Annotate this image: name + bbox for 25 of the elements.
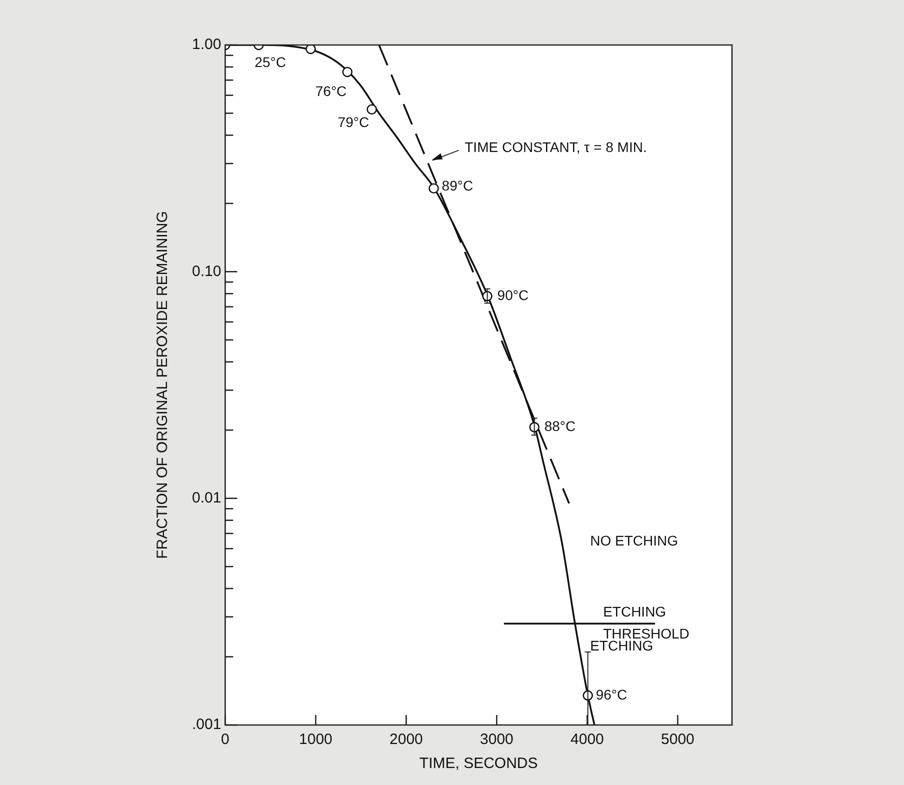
- annotation: 96°C: [596, 686, 628, 702]
- annotation: 76°C: [315, 82, 347, 99]
- x-tick-label: 3000: [480, 731, 514, 748]
- annotation: 79°C: [338, 114, 370, 130]
- y-tick-label: .001: [192, 716, 222, 734]
- x-tick-label: 0: [221, 731, 230, 748]
- x-tick-label: 2000: [390, 731, 423, 748]
- annotation: 89°C: [442, 177, 474, 194]
- annotation: 88°C: [544, 418, 576, 434]
- annotation: TIME CONSTANT, τ = 8 MIN.: [464, 139, 647, 156]
- x-tick-label: 4000: [570, 731, 604, 748]
- y-tick-label: 0.10: [192, 262, 222, 280]
- point: [428, 183, 439, 194]
- x-tick-label: 5000: [661, 731, 694, 748]
- y-tick-label: 0.01: [192, 489, 222, 506]
- point: [366, 104, 377, 115]
- y-axis-title: FRACTION OF ORIGINAL PEROXIDE REMAINING: [154, 211, 172, 559]
- annotation: NO ETCHING: [590, 532, 678, 548]
- y-tick-label: 1.00: [192, 36, 222, 54]
- point: [306, 45, 316, 54]
- x-axis-title: TIME, SECONDS: [419, 755, 538, 772]
- annotation: 25°C: [254, 54, 286, 70]
- annotation: 90°C: [497, 286, 529, 303]
- x-tick-label: 1000: [299, 731, 332, 748]
- point: [342, 66, 353, 78]
